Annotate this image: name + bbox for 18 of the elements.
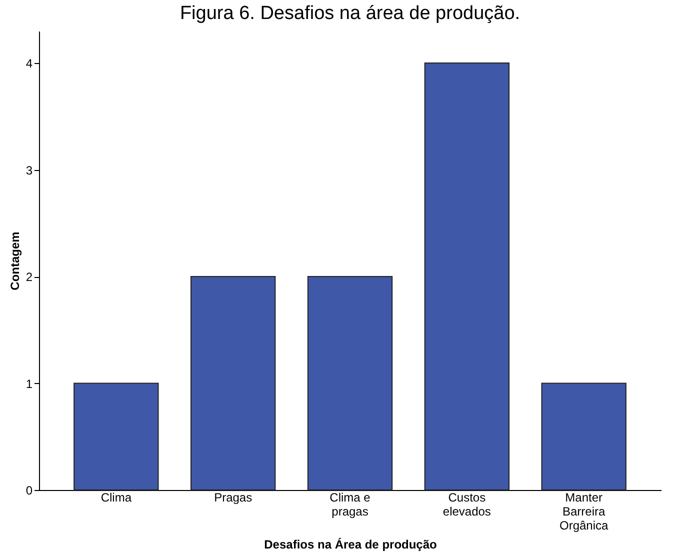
x-tick-label: Clima e pragas xyxy=(330,490,371,518)
x-tick-label: Clima xyxy=(100,490,132,504)
x-tick-label: Pragas xyxy=(214,490,252,504)
x-axis-title: Desafios na Área de produção xyxy=(264,538,437,552)
chart-title: Figura 6. Desafios na área de produção. xyxy=(180,3,520,24)
x-tick-label: Custos elevados xyxy=(442,490,491,518)
bar xyxy=(190,276,276,490)
y-tick-label: 4 xyxy=(26,56,33,71)
y-tick-label: 0 xyxy=(26,484,33,498)
x-tick-label: Manter Barreira Orgânica xyxy=(559,490,608,532)
y-tick-label: 3 xyxy=(26,163,33,178)
y-axis-title: Contagem xyxy=(8,232,22,290)
bar xyxy=(74,382,159,490)
bar xyxy=(541,382,626,490)
bar xyxy=(424,62,510,490)
y-tick-label: 1 xyxy=(26,376,33,391)
bar xyxy=(307,276,393,490)
y-tick-label: 2 xyxy=(26,270,33,284)
